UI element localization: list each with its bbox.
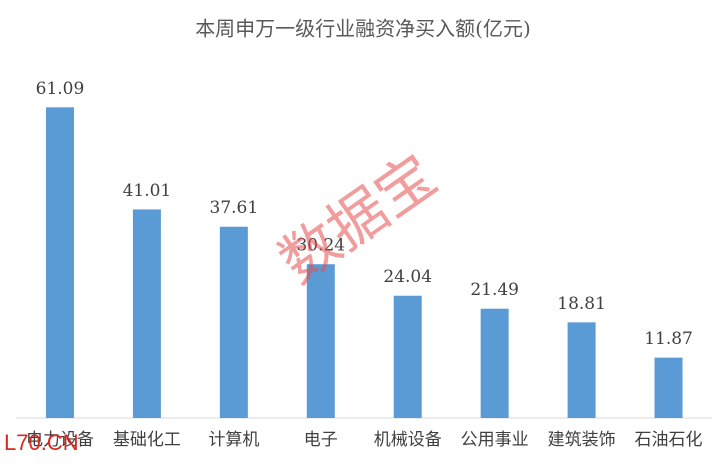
bar	[567, 322, 596, 418]
bar	[654, 357, 683, 418]
value-label: 21.49	[470, 280, 519, 300]
logo: L70.CN	[4, 430, 79, 455]
x-tick-label: 石油石化	[635, 430, 703, 450]
value-label: 30.24	[296, 236, 345, 256]
x-tick-label: 电子	[304, 430, 338, 450]
value-label: 61.09	[36, 79, 85, 99]
x-tick-label: 电力设备	[26, 430, 94, 450]
x-tick-label: 计算机	[208, 430, 259, 450]
value-label: 18.81	[557, 294, 606, 314]
x-tick-label: 公用事业	[461, 430, 529, 450]
value-label: 37.61	[210, 198, 259, 218]
x-tick-label: 基础化工	[113, 430, 181, 450]
bar	[45, 107, 74, 418]
chart-title: 本周申万一级行业融资净买入额(亿元)	[195, 17, 531, 41]
bar	[219, 226, 248, 418]
bar	[480, 308, 509, 418]
bar	[306, 264, 335, 418]
x-tick-label: 建筑装饰	[548, 430, 616, 450]
value-label: 24.04	[383, 267, 432, 287]
value-label: 41.01	[123, 181, 172, 201]
value-label: 11.87	[644, 329, 693, 349]
bar	[393, 295, 422, 418]
bar	[132, 209, 161, 418]
x-tick-label: 机械设备	[374, 430, 442, 450]
